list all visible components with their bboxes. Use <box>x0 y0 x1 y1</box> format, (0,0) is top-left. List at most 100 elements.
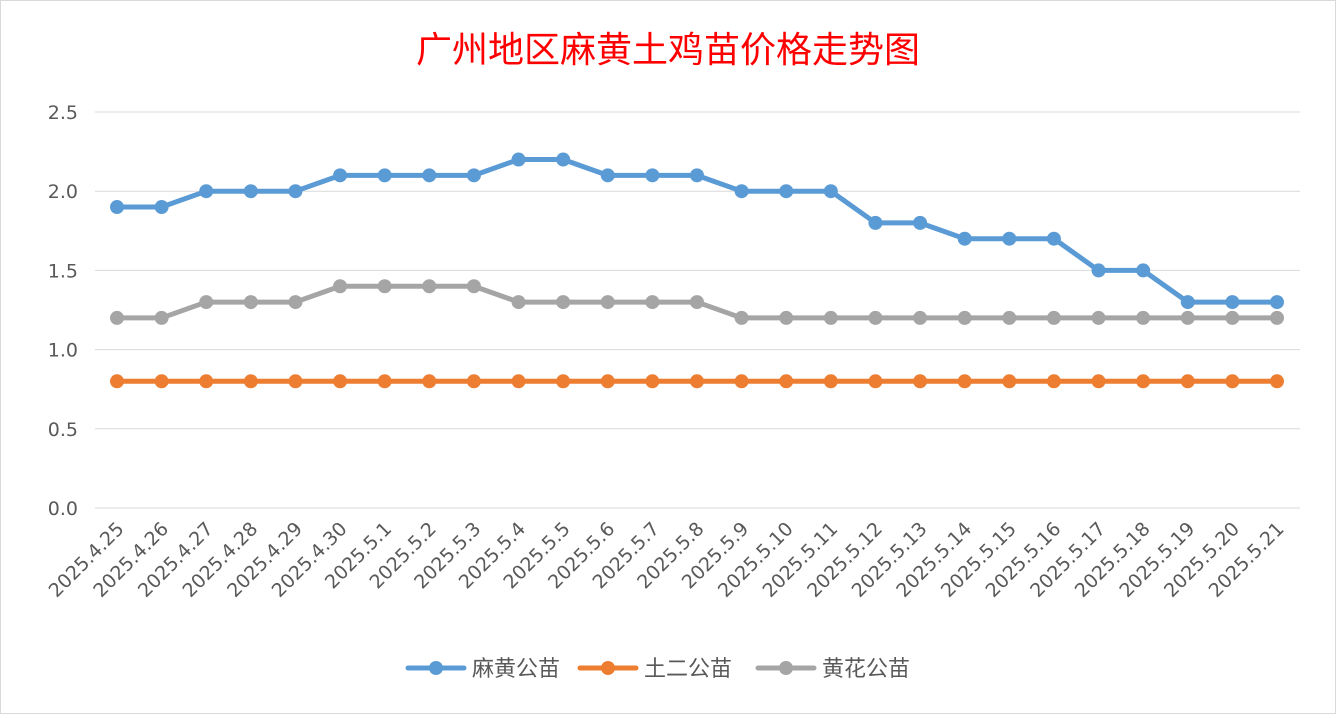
data-point <box>1046 231 1061 246</box>
data-point <box>511 152 526 167</box>
data-point <box>734 310 749 325</box>
y-tick-label: 1.5 <box>48 260 78 282</box>
legend-label: 土二公苗 <box>644 657 732 682</box>
data-point <box>690 295 704 310</box>
data-point <box>154 374 169 389</box>
data-point <box>466 168 481 183</box>
legend-item: 麻黄公苗 <box>405 657 560 682</box>
data-point <box>1091 374 1106 389</box>
data-point <box>1046 310 1061 325</box>
data-point <box>110 200 124 215</box>
data-point <box>1270 295 1284 310</box>
data-point <box>154 310 169 325</box>
data-point <box>957 310 972 325</box>
data-point <box>913 310 928 325</box>
data-point <box>1180 295 1195 310</box>
legend-swatch-marker <box>779 661 793 675</box>
data-point <box>466 374 481 389</box>
data-point <box>422 168 437 183</box>
data-point <box>1136 263 1151 278</box>
data-point <box>1270 310 1284 325</box>
data-point <box>823 374 838 389</box>
legend-label: 麻黄公苗 <box>472 657 560 682</box>
data-point <box>556 295 571 310</box>
data-point <box>288 295 303 310</box>
y-tick-label: 2.0 <box>48 181 78 203</box>
data-point <box>1091 263 1106 278</box>
data-point <box>645 295 660 310</box>
legend-label: 黄花公苗 <box>822 657 910 682</box>
data-point <box>333 279 348 294</box>
series-2 <box>110 374 1284 389</box>
y-axis-ticks: 0.0 0.5 1.0 1.5 2.0 2.5 <box>48 102 78 520</box>
legend-swatch-marker <box>429 661 443 675</box>
data-point <box>823 310 838 325</box>
data-point <box>422 279 437 294</box>
data-point <box>1270 374 1284 389</box>
y-tick-label: 0.5 <box>48 419 78 441</box>
data-point <box>511 295 526 310</box>
data-point <box>913 215 928 230</box>
data-point <box>957 374 972 389</box>
data-point <box>199 374 214 389</box>
data-point <box>199 295 214 310</box>
legend-item: 黄花公苗 <box>755 657 910 682</box>
data-point <box>1136 310 1151 325</box>
series-3 <box>110 279 1284 325</box>
data-point <box>913 374 928 389</box>
chart-title: 广州地区麻黄土鸡苗价格走势图 <box>416 30 920 71</box>
y-tick-label: 2.5 <box>48 102 78 124</box>
data-point <box>243 295 258 310</box>
legend-item: 土二公苗 <box>577 657 732 682</box>
data-point <box>868 215 883 230</box>
data-point <box>110 374 124 389</box>
data-point <box>288 184 303 199</box>
data-point <box>243 184 258 199</box>
data-point <box>1225 374 1240 389</box>
y-tick-label: 1.0 <box>48 340 78 362</box>
data-point <box>1180 310 1195 325</box>
legend-swatch-marker <box>601 661 615 675</box>
data-point <box>868 310 883 325</box>
legend: 麻黄公苗 土二公苗 黄花公苗 <box>405 657 910 682</box>
data-point <box>1136 374 1151 389</box>
data-point <box>1225 310 1240 325</box>
data-point <box>377 279 392 294</box>
data-point <box>333 168 348 183</box>
data-point <box>690 374 704 389</box>
data-point <box>243 374 258 389</box>
y-tick-label: 0.0 <box>48 498 78 520</box>
data-point <box>466 279 481 294</box>
data-point <box>957 231 972 246</box>
data-point <box>1046 374 1061 389</box>
data-point <box>1002 310 1017 325</box>
data-point <box>868 374 883 389</box>
data-point <box>645 168 660 183</box>
data-point <box>556 374 571 389</box>
data-point <box>333 374 348 389</box>
data-point <box>154 200 169 215</box>
data-point <box>288 374 303 389</box>
data-point <box>422 374 437 389</box>
data-point <box>1225 295 1240 310</box>
data-point <box>645 374 660 389</box>
data-point <box>199 184 214 199</box>
data-point <box>600 295 615 310</box>
data-point <box>1002 374 1017 389</box>
data-point <box>1091 310 1106 325</box>
data-point <box>556 152 571 167</box>
data-point <box>377 374 392 389</box>
series-lines <box>110 152 1284 389</box>
data-point <box>690 168 704 183</box>
data-point <box>823 184 838 199</box>
data-point <box>600 168 615 183</box>
data-point <box>734 184 749 199</box>
data-point <box>779 184 794 199</box>
data-point <box>110 310 124 325</box>
data-point <box>1002 231 1017 246</box>
data-point <box>511 374 526 389</box>
data-point <box>779 310 794 325</box>
series-1 <box>110 152 1284 310</box>
